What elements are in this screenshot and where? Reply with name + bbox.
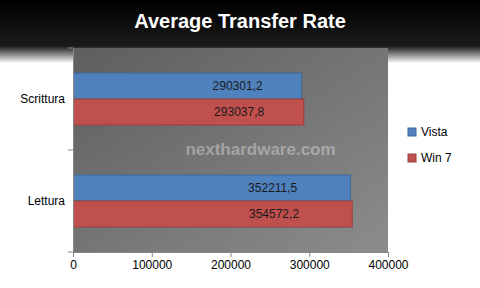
tick: 100000 (132, 252, 172, 272)
plot-area (73, 48, 388, 252)
tick-label: 300000 (290, 258, 330, 272)
data-label: 352211,5 (248, 181, 297, 195)
tick-label: 400000 (368, 258, 408, 272)
legend-swatch (408, 128, 416, 136)
data-label: 290301,2 (213, 79, 263, 93)
tick-mark (73, 252, 74, 257)
tick: 0 (70, 252, 77, 272)
legend: Vista Win 7 (408, 125, 452, 165)
tick-label: 200000 (211, 258, 251, 272)
legend-label: Win 7 (421, 151, 452, 165)
chart: Average Transfer Ratenexthardware.com290… (0, 0, 480, 288)
annotation: nexthardware.com (185, 140, 335, 159)
tick-label: 0 (70, 258, 77, 272)
legend-item: Vista (408, 125, 448, 139)
tick-mark (152, 252, 153, 257)
separator-tick (68, 150, 73, 151)
tick: Scrittura (20, 92, 73, 106)
category-separators (68, 48, 73, 252)
bars (73, 73, 352, 227)
y-axis: Scrittura Lettura (20, 49, 73, 253)
tick: Lettura (28, 194, 73, 208)
tick-label: 100000 (132, 258, 172, 272)
data-labels: 290301,2 352211,5 293037,8 354572,2 (213, 79, 300, 221)
separator-tick (68, 252, 73, 253)
tick-label: Scrittura (20, 92, 65, 106)
axis-line (73, 49, 74, 253)
background (0, 0, 480, 288)
tick-mark (231, 252, 232, 257)
legend-label: Vista (421, 125, 448, 139)
legend-item: Win 7 (408, 151, 452, 165)
tick-mark (388, 252, 389, 257)
bar (73, 99, 304, 125)
data-label: 293037,8 (214, 105, 264, 119)
tick: 300000 (290, 252, 330, 272)
x-axis: 0 100000 200000 300000 400000 (70, 252, 409, 272)
bar (73, 73, 302, 99)
legend-swatch (408, 154, 416, 162)
title: Average Transfer Rate (134, 10, 346, 32)
tick: 200000 (211, 252, 251, 272)
tick-mark (309, 252, 310, 257)
bar (73, 201, 352, 227)
tick: 400000 (368, 252, 408, 272)
bar (73, 175, 350, 201)
tick-label: Lettura (28, 194, 66, 208)
data-label: 354572,2 (249, 207, 299, 221)
separator-tick (68, 48, 73, 49)
